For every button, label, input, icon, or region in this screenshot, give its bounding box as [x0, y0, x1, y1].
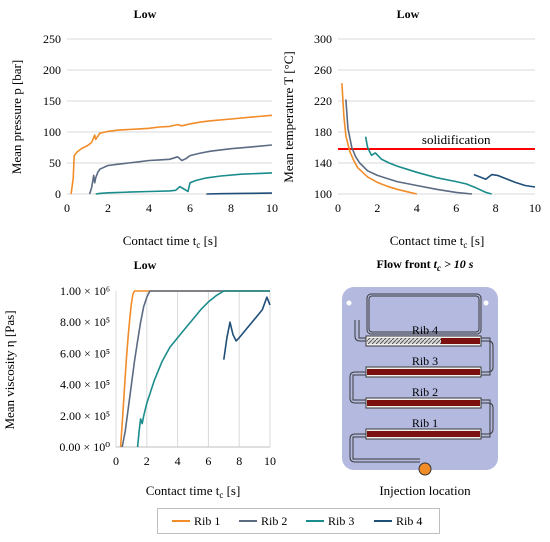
temperature-x-axis-label: Contact time tc [s]: [390, 233, 485, 250]
y-tick-label: 0.00 × 10⁰: [59, 440, 110, 454]
series-line-rib-1: [119, 290, 270, 448]
mold-plate: [342, 287, 498, 470]
x-tick-label: 4: [414, 201, 420, 215]
rib-2-label: Rib 2: [412, 385, 438, 399]
series-line-rib-2: [345, 99, 473, 195]
series-line-rib-4: [223, 296, 271, 360]
viscosity-chart-title: Low: [134, 258, 157, 272]
legend: [157, 508, 440, 534]
y-tick-label: 100: [43, 125, 61, 139]
y-tick-label: 140: [314, 156, 332, 170]
x-tick-label: 2: [374, 201, 380, 215]
x-tick-label: 10: [266, 201, 278, 215]
injection-location-caption: Injection location: [379, 483, 471, 498]
pressure-y-axis-label: Mean pressure p [bar]: [9, 60, 24, 174]
x-tick-label: 0: [335, 201, 341, 215]
series-line-rib-4: [206, 192, 273, 195]
y-tick-label: 220: [314, 94, 332, 108]
x-tick-label: 10: [264, 454, 276, 468]
ejector-hole-right: [483, 300, 489, 306]
y-tick-label: 4.00 × 10⁵: [60, 378, 110, 392]
rib-3-label: Rib 3: [412, 354, 438, 368]
injection-point-marker: [418, 462, 432, 476]
ejector-hole-left: [346, 300, 352, 306]
y-tick-label: 250: [43, 32, 61, 46]
runner-channels: [349, 320, 494, 463]
x-tick-label: 4: [146, 201, 152, 215]
y-tick-label: 200: [43, 63, 61, 77]
rib-4-label: Rib 4: [412, 323, 438, 337]
x-tick-label: 8: [236, 454, 242, 468]
temperature-chart: Low 100 140 180 220 260 300 0 2 4 6 8 10 solidifica…: [281, 7, 541, 250]
series-line-rib-2: [88, 144, 273, 195]
x-tick-label: 0: [113, 454, 119, 468]
viscosity-x-axis-label: Contact time tc [s]: [146, 483, 241, 500]
y-tick-label: 100: [314, 187, 332, 201]
flow-front-schematic: Flow front tc > 10 s Rib 4 Rib: [342, 257, 498, 498]
series-line-rib-4: [473, 173, 536, 188]
y-tick-label: 8.00 × 10⁵: [60, 315, 110, 329]
series-line-rib-2: [121, 290, 270, 448]
x-tick-label: 6: [205, 454, 211, 468]
x-tick-label: 10: [529, 201, 541, 215]
pressure-chart: Low 0 50 100 150 200 250 0 2 4 6 8 10 Mean pressure…: [9, 7, 278, 250]
series-line-rib-1: [70, 114, 273, 195]
temperature-chart-title: Low: [397, 7, 420, 21]
y-tick-label: 6.00 × 10⁵: [60, 346, 110, 360]
rib-1: Rib 1: [365, 416, 482, 440]
schematic-title: Flow front tc > 10 s: [377, 257, 474, 273]
y-tick-label: 300: [314, 32, 332, 46]
viscosity-y-axis-label: Mean viscosity η [Pas]: [2, 310, 17, 429]
pressure-x-axis-label: Contact time tc [s]: [123, 233, 218, 250]
x-tick-label: 0: [64, 201, 70, 215]
x-tick-label: 2: [105, 201, 111, 215]
solidification-label: solidification: [422, 132, 491, 147]
series-line-rib-3: [136, 290, 270, 448]
y-tick-label: 260: [314, 63, 332, 77]
y-tick-label: 50: [49, 156, 61, 170]
x-tick-label: 6: [453, 201, 459, 215]
y-tick-label: 0: [55, 187, 61, 201]
y-tick-label: 1.00 × 10⁶: [60, 284, 110, 298]
x-tick-label: 8: [493, 201, 499, 215]
temperature-y-axis-label: Mean temperature T [°C]: [281, 51, 296, 182]
series-line-rib-1: [341, 83, 417, 195]
series-line-rib-3: [95, 172, 273, 195]
rib-4: Rib 4: [365, 323, 482, 347]
y-tick-label: 180: [314, 125, 332, 139]
viscosity-chart: Low 0.00 × 10⁰ 2.00 × 10⁵ 4.00 × 10⁵ 6.00 ×…: [2, 258, 276, 500]
overflow-cavity: [366, 293, 482, 335]
series-line-rib-3: [364, 136, 492, 195]
rib-3: Rib 3: [365, 354, 482, 378]
y-tick-label: 2.00 × 10⁵: [60, 409, 110, 423]
x-tick-label: 4: [175, 454, 181, 468]
pressure-chart-title: Low: [134, 7, 157, 21]
rib-2: Rib 2: [365, 385, 482, 409]
x-tick-label: 6: [187, 201, 193, 215]
x-tick-label: 2: [144, 454, 150, 468]
x-tick-label: 8: [228, 201, 234, 215]
rib-1-label: Rib 1: [412, 416, 438, 430]
y-tick-label: 150: [43, 94, 61, 108]
